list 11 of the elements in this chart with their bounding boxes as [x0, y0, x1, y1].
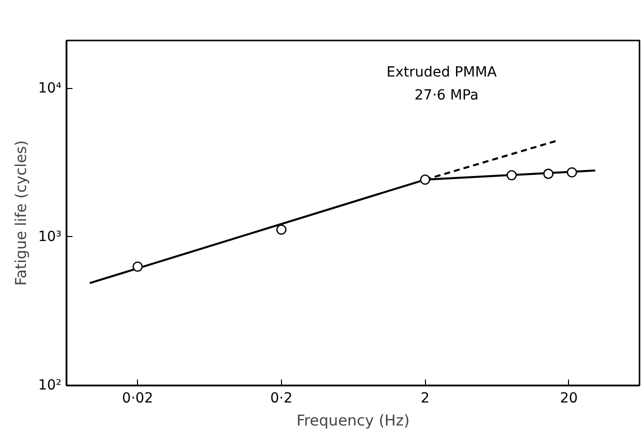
x-tick-label: 20 [560, 390, 578, 406]
y-tick-label: 10² [38, 378, 62, 394]
x-tick-label: 2 [420, 390, 430, 406]
annotation: 27·6 MPa [414, 88, 479, 104]
x-tick-label: 0·02 [122, 390, 154, 406]
y-tick-label: 10⁴ [38, 80, 62, 96]
annotation: Extruded PMMA [386, 64, 498, 80]
y-tick-label: 10³ [38, 228, 62, 245]
x-axis-title: Frequency (Hz) [296, 412, 410, 430]
y-axis-title: Fatigue life (cycles) [12, 140, 30, 286]
x-tick-label: 0·2 [270, 390, 293, 406]
